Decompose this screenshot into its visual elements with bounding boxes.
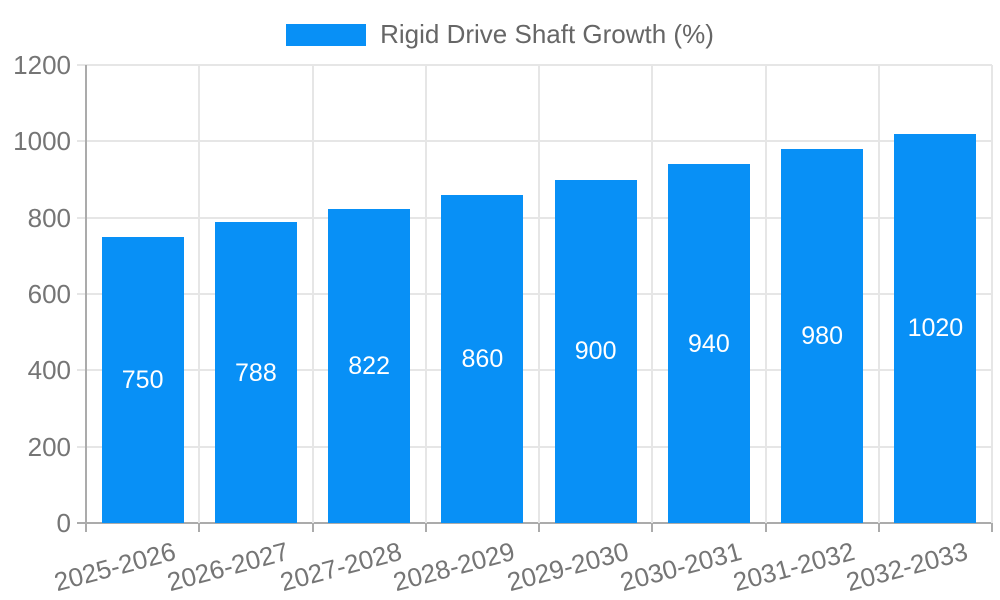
h-gridline <box>77 64 992 66</box>
bar <box>894 133 977 523</box>
bar-value-label: 980 <box>801 321 843 350</box>
x-axis-tick <box>85 523 87 532</box>
v-gridline <box>651 65 654 523</box>
y-tick-label: 400 <box>27 355 71 386</box>
y-tick-label: 200 <box>27 431 71 462</box>
chart-legend: Rigid Drive Shaft Growth (%) <box>0 19 1000 50</box>
bar <box>667 164 750 523</box>
x-axis-tick <box>991 523 993 532</box>
h-gridline <box>77 293 992 295</box>
h-gridline <box>77 369 992 372</box>
x-axis-line <box>77 522 992 524</box>
h-gridline <box>77 445 992 448</box>
h-gridline <box>77 216 992 219</box>
bar <box>328 209 411 523</box>
v-gridline <box>424 65 427 523</box>
v-gridline <box>991 65 993 523</box>
bar-value-label: 1020 <box>907 314 964 343</box>
v-gridline <box>311 65 314 523</box>
x-axis-tick <box>198 523 201 532</box>
h-gridline <box>77 140 992 143</box>
bar-value-label: 900 <box>574 337 617 366</box>
v-gridline <box>538 65 540 523</box>
legend-label: Rigid Drive Shaft Growth (%) <box>380 19 714 49</box>
x-axis-tick <box>538 523 540 532</box>
y-axis-line <box>85 65 87 523</box>
y-tick-label: 600 <box>27 279 71 309</box>
bar <box>781 148 864 523</box>
bar-value-label: 788 <box>235 358 277 387</box>
x-axis-tick <box>424 523 427 532</box>
bar-value-label: 822 <box>348 352 390 381</box>
bar <box>441 194 524 523</box>
bar <box>214 222 297 523</box>
x-axis-tick <box>651 523 654 532</box>
y-tick-label: 1200 <box>13 50 71 80</box>
x-axis-tick <box>877 523 880 532</box>
y-tick-label: 0 <box>56 508 71 538</box>
v-gridline <box>198 65 201 523</box>
bar-value-label: 750 <box>121 365 164 394</box>
x-axis-tick <box>764 523 767 532</box>
x-axis-tick <box>311 523 314 532</box>
y-tick-label: 1000 <box>13 126 71 157</box>
legend-swatch <box>286 23 367 46</box>
v-gridline <box>877 65 880 523</box>
bar <box>554 179 637 523</box>
v-gridline <box>764 65 767 523</box>
bar <box>101 236 184 523</box>
bar-value-label: 860 <box>461 344 504 373</box>
bar-value-label: 940 <box>688 329 730 358</box>
y-tick-label: 800 <box>27 202 71 233</box>
